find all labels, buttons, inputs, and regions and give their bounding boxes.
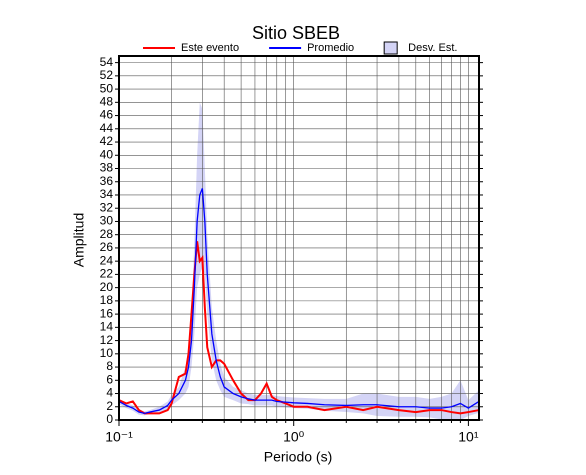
y-tick-label: 28 — [100, 227, 114, 241]
y-tick-label: 52 — [100, 68, 114, 82]
series-line — [118, 188, 480, 415]
y-tick-label: 38 — [100, 161, 114, 175]
x-tick-label: 10¹ — [458, 429, 479, 445]
y-tick-label: 32 — [100, 200, 114, 214]
y-tick-label: 24 — [100, 253, 114, 267]
y-tick-label: 42 — [100, 134, 114, 148]
legend-label: Desv. Est. — [408, 42, 457, 54]
y-tick-label: 46 — [100, 108, 114, 122]
y-tick-label: 14 — [100, 320, 114, 334]
y-tick-label: 54 — [100, 55, 114, 69]
y-tick-label: 40 — [100, 147, 114, 161]
x-tick-label: 10⁰ — [283, 429, 305, 445]
y-tick-label: 10 — [100, 346, 114, 360]
y-tick-label: 20 — [100, 280, 114, 294]
y-tick-label: 12 — [100, 333, 114, 347]
y-tick-label: 36 — [100, 174, 114, 188]
y-tick-label: 4 — [106, 386, 113, 400]
y-tick-label: 16 — [100, 306, 114, 320]
y-tick-label: 2 — [106, 399, 113, 413]
y-tick-label: 50 — [100, 81, 114, 95]
y-tick-label: 8 — [106, 359, 113, 373]
y-tick-label: 48 — [100, 94, 114, 108]
x-tick-label: 10⁻¹ — [105, 429, 133, 445]
legend-swatch — [383, 41, 398, 55]
y-tick-label: 34 — [100, 187, 114, 201]
y-tick-label: 44 — [100, 121, 114, 135]
y-tick-label: 0 — [106, 412, 113, 426]
y-axis-title: Amplitud — [71, 213, 87, 267]
series-line — [118, 241, 480, 415]
legend-label: Promedio — [307, 42, 354, 54]
y-tick-label: 6 — [106, 372, 113, 386]
x-axis-title: Periodo (s) — [264, 449, 332, 465]
plot-frame — [118, 55, 480, 421]
legend-label: Este evento — [181, 42, 239, 54]
chart-title: Sitio SBEB — [252, 23, 340, 43]
y-tick-label: 30 — [100, 214, 114, 228]
y-tick-label: 22 — [100, 267, 114, 281]
y-tick-label: 18 — [100, 293, 114, 307]
y-tick-label: 26 — [100, 240, 114, 254]
